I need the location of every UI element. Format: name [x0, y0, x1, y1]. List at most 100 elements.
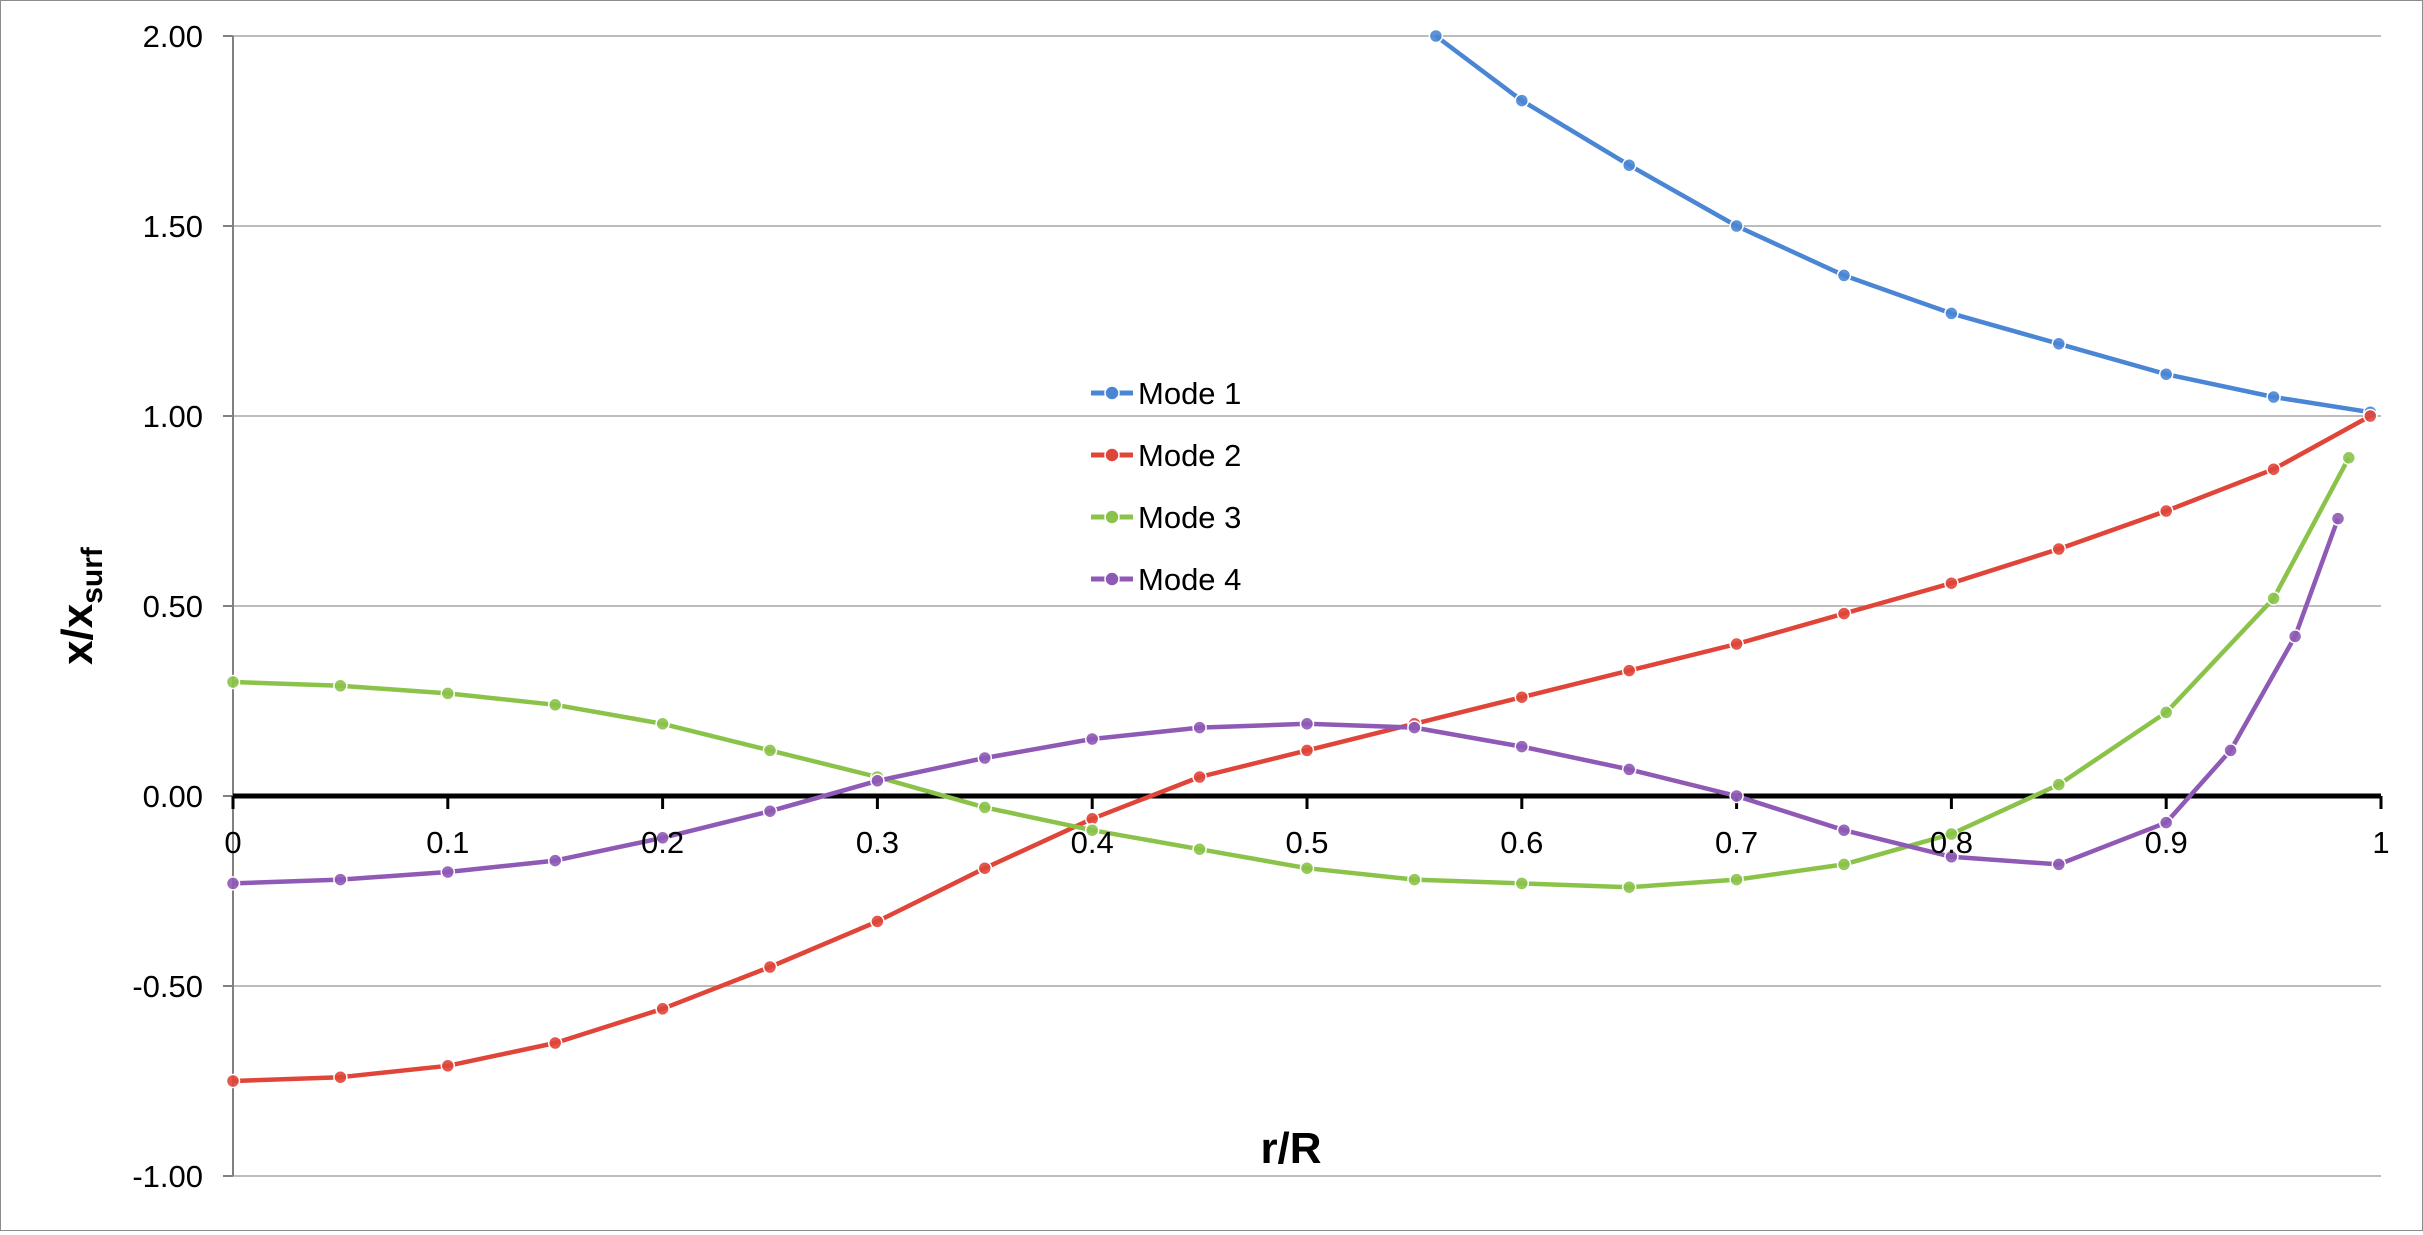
- data-point: [2341, 450, 2357, 466]
- y-tick-label: 2.00: [143, 19, 203, 54]
- data-point: [2363, 408, 2378, 424]
- data-point: [655, 1001, 670, 1017]
- data-point: [2158, 705, 2174, 720]
- legend-swatch-marker: [1104, 447, 1120, 463]
- data-point: [1407, 720, 1422, 735]
- data-point: [547, 697, 563, 713]
- x-tick-label: 0.3: [856, 825, 899, 860]
- data-point: [2330, 511, 2346, 526]
- data-point: [2051, 336, 2067, 352]
- legend-entry: Mode 2: [1091, 438, 1241, 473]
- x-tick-label: 0.2: [641, 825, 684, 860]
- data-point: [1729, 872, 1744, 887]
- legend-label: Mode 3: [1138, 500, 1241, 535]
- data-point: [440, 1058, 456, 1074]
- data-point: [1944, 575, 1959, 591]
- data-point: [2266, 591, 2281, 606]
- legend-swatch-marker: [1104, 385, 1120, 401]
- data-point: [2158, 366, 2174, 382]
- data-point: [440, 686, 456, 701]
- data-point: [870, 914, 885, 929]
- series-lines: [225, 28, 2378, 1089]
- data-point: [2223, 743, 2238, 758]
- legend-label: Mode 2: [1138, 438, 1241, 473]
- data-point: [2266, 461, 2281, 477]
- data-point: [977, 750, 993, 766]
- y-tick-label: -0.50: [132, 969, 203, 1004]
- data-point: [762, 803, 778, 819]
- y-tick-label: 1.00: [143, 399, 203, 434]
- y-tick-label: 0.00: [143, 779, 203, 814]
- data-point: [1944, 826, 1959, 842]
- data-point: [225, 876, 241, 891]
- tick-labels: -1.00 -0.50 0.00 0.50 1.00 1.50 2.00 0 0.1 0.2 0.3…: [132, 19, 2389, 1194]
- x-axis-title: r/R: [1260, 1124, 1321, 1173]
- x-tick-label: 0.5: [1285, 825, 1328, 860]
- x-tick-label: 0.1: [426, 825, 469, 860]
- data-point: [547, 853, 563, 868]
- data-point: [1836, 268, 1852, 283]
- data-point: [547, 1035, 563, 1051]
- data-point: [440, 864, 456, 880]
- data-point: [1944, 306, 1959, 321]
- data-point: [1944, 849, 1959, 865]
- y-axis-title-main: x/x: [53, 603, 102, 665]
- data-point: [1514, 876, 1530, 891]
- data-point: [1621, 879, 1637, 895]
- data-point: [1514, 689, 1530, 705]
- data-point: [1084, 822, 1100, 838]
- legend-entry: Mode 4: [1091, 562, 1241, 597]
- y-axis-title-subscript: surf: [76, 546, 109, 604]
- data-point: [1729, 636, 1744, 652]
- series-line: [232, 517, 2341, 886]
- legend: Mode 1 Mode 2 Mode 3 Mode 4: [1091, 376, 1241, 597]
- data-point: [1514, 93, 1530, 108]
- y-axis-title: x/xsurf: [53, 546, 109, 665]
- x-tick-label: 0.7: [1715, 825, 1758, 860]
- x-tick-label: 0.8: [1930, 825, 1973, 860]
- data-point: [2051, 777, 2067, 792]
- x-tick-label: 1: [2372, 825, 2389, 860]
- data-point: [1407, 872, 1422, 887]
- data-point: [1299, 743, 1315, 758]
- legend-swatch-marker: [1104, 509, 1120, 525]
- series-3: [225, 450, 2357, 895]
- data-point: [977, 860, 993, 876]
- series-line: [1434, 34, 2371, 415]
- legend-entry: Mode 1: [1091, 376, 1241, 411]
- y-tick-label: 1.50: [143, 209, 203, 244]
- data-point: [1729, 218, 1744, 234]
- legend-label: Mode 4: [1138, 562, 1241, 597]
- x-tick-label: 0.9: [2145, 825, 2188, 860]
- series-4: [225, 511, 2346, 891]
- data-point: [1299, 860, 1315, 876]
- data-point: [870, 773, 885, 789]
- grid-lines: [233, 35, 2381, 1177]
- data-point: [1836, 857, 1852, 872]
- data-point: [1514, 739, 1530, 754]
- data-point: [225, 1073, 241, 1089]
- data-point: [2158, 503, 2174, 519]
- series-2: [225, 408, 2378, 1089]
- data-point: [1836, 606, 1852, 621]
- data-point: [1192, 769, 1207, 785]
- data-point: [977, 800, 993, 815]
- data-point: [2158, 815, 2174, 830]
- data-point: [2287, 629, 2303, 644]
- data-point: [1428, 28, 1444, 44]
- data-point: [1621, 157, 1637, 173]
- data-point: [1621, 663, 1637, 678]
- y-tick-label: -1.00: [132, 1159, 203, 1194]
- data-point: [1621, 762, 1637, 777]
- legend-entry: Mode 3: [1091, 500, 1241, 535]
- axes: [223, 35, 2383, 1177]
- data-point: [2051, 857, 2067, 872]
- data-point: [1729, 788, 1744, 804]
- data-point: [1299, 716, 1315, 732]
- data-point: [333, 1069, 348, 1085]
- data-point: [2266, 389, 2281, 405]
- data-point: [655, 830, 670, 846]
- data-point: [1836, 822, 1852, 838]
